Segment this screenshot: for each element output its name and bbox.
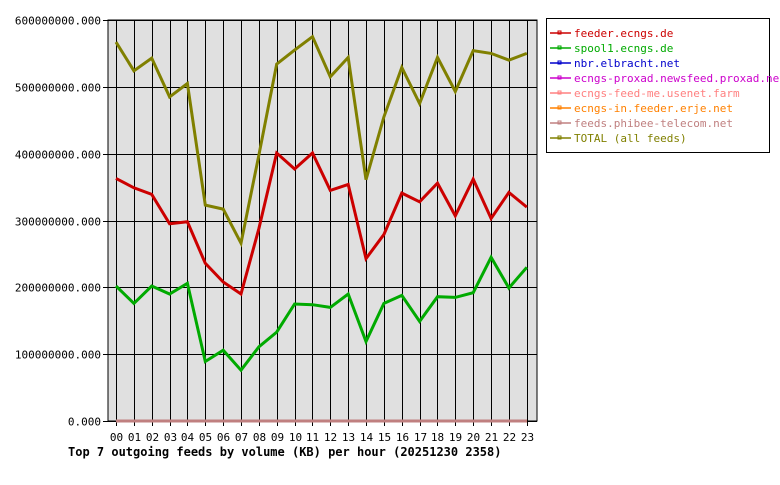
- y-axis: 0.000 100000000.000 200000000.000 300000000…: [15, 15, 108, 429]
- x-tick-label: 22: [503, 431, 516, 444]
- x-tick-label: 21: [485, 431, 498, 444]
- y-tick-label: 100000000.000: [15, 349, 101, 362]
- y-tick-label: 200000000.000: [15, 282, 101, 295]
- y-tick-label: 300000000.000: [15, 216, 101, 229]
- y-tick-label: 0.000: [68, 416, 101, 429]
- x-tick-label: 20: [467, 431, 480, 444]
- x-tick-label: 23: [521, 431, 534, 444]
- x-tick-label: 06: [217, 431, 230, 444]
- y-tick-label: 500000000.000: [15, 82, 101, 95]
- x-tick-label: 04: [181, 431, 195, 444]
- legend-label: feeds.phibee-telecom.net: [574, 117, 733, 130]
- x-tick-label: 18: [431, 431, 444, 444]
- legend-item: feeds.phibee-telecom.net: [550, 117, 733, 130]
- x-tick-label: 07: [235, 431, 248, 444]
- legend-label: spool1.ecngs.de: [574, 42, 673, 55]
- legend-item: ecngs-proxad.newsfeed.proxad.net: [550, 72, 780, 85]
- legend-label: ecngs-feed-me.usenet.farm: [574, 87, 740, 100]
- x-tick-label: 05: [199, 431, 212, 444]
- y-tick-label: 400000000.000: [15, 149, 101, 162]
- x-tick-label: 19: [449, 431, 462, 444]
- x-tick-label: 08: [253, 431, 266, 444]
- x-tick-label: 01: [128, 431, 141, 444]
- x-tick-label: 17: [414, 431, 427, 444]
- legend-label: ecngs-proxad.newsfeed.proxad.net: [574, 72, 780, 85]
- x-tick-label: 03: [164, 431, 177, 444]
- x-tick-label: 11: [306, 431, 319, 444]
- chart-title: Top 7 outgoing feeds by volume (KB) per …: [68, 445, 501, 459]
- legend-label: TOTAL (all feeds): [574, 132, 687, 145]
- x-tick-label: 12: [324, 431, 337, 444]
- legend-item: ecngs-feed-me.usenet.farm: [550, 87, 740, 100]
- x-tick-label: 16: [396, 431, 409, 444]
- legend-label: ecngs-in.feeder.erje.net: [574, 102, 733, 115]
- x-tick-label: 02: [146, 431, 159, 444]
- x-tick-label: 09: [271, 431, 284, 444]
- legend-item: ecngs-in.feeder.erje.net: [550, 102, 733, 115]
- legend-label: nbr.elbracht.net: [574, 57, 680, 70]
- x-axis: 00 01 02 03 04 05 06 07 08 09 10 11 12 13 14 15 16 17 18 19…: [110, 431, 534, 444]
- legend: feeder.ecngs.de spool1.ecngs.de nbr.elbrac…: [547, 19, 780, 153]
- x-tick-label: 15: [378, 431, 391, 444]
- x-tick-label: 14: [360, 431, 374, 444]
- plot-area: [108, 20, 537, 421]
- y-tick-label: 600000000.000: [15, 15, 101, 28]
- x-tick-label: 10: [289, 431, 302, 444]
- x-tick-label: 00: [110, 431, 123, 444]
- x-tick-label: 13: [342, 431, 355, 444]
- legend-label: feeder.ecngs.de: [574, 27, 673, 40]
